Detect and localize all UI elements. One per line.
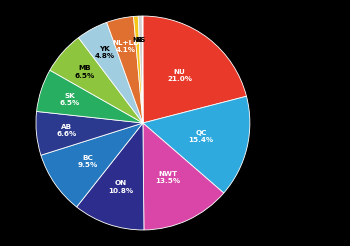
Wedge shape <box>134 16 143 123</box>
Text: NWT
13.5%: NWT 13.5% <box>155 171 181 184</box>
Wedge shape <box>36 111 143 155</box>
Text: SK
6.5%: SK 6.5% <box>60 92 80 106</box>
Wedge shape <box>50 38 143 123</box>
Text: BC
9.5%: BC 9.5% <box>77 154 98 168</box>
Text: AB
6.6%: AB 6.6% <box>56 124 76 137</box>
Text: ON
10.8%: ON 10.8% <box>108 180 134 194</box>
Text: NB: NB <box>132 37 143 43</box>
Text: NU
21.0%: NU 21.0% <box>167 69 192 82</box>
Text: NS: NS <box>136 37 146 43</box>
Wedge shape <box>37 70 143 123</box>
Wedge shape <box>138 16 143 123</box>
Wedge shape <box>41 123 143 207</box>
Text: YK
4.8%: YK 4.8% <box>95 46 115 59</box>
Text: QC
15.4%: QC 15.4% <box>189 130 214 143</box>
Wedge shape <box>143 16 246 123</box>
Text: MB
6.5%: MB 6.5% <box>75 65 95 79</box>
Wedge shape <box>107 16 143 123</box>
Text: NL+LD
4.1%: NL+LD 4.1% <box>113 40 140 53</box>
Wedge shape <box>143 96 250 193</box>
Wedge shape <box>78 22 143 123</box>
Wedge shape <box>143 123 224 230</box>
Wedge shape <box>142 16 143 123</box>
Wedge shape <box>77 123 144 230</box>
